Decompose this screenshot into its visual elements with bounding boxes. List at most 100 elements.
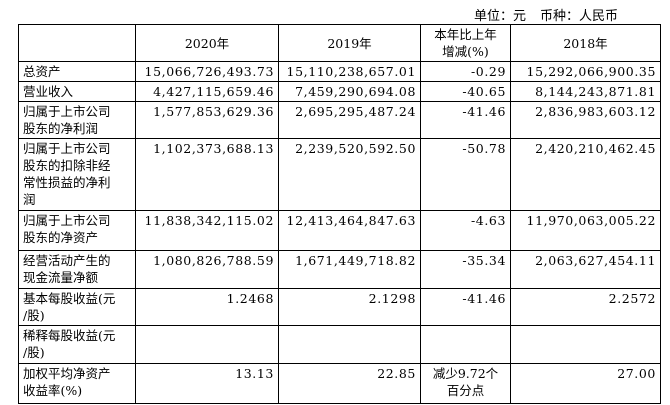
row-label: 经营活动产生的 现金流量净额 (18, 250, 136, 289)
data-cell: -50.78 (420, 138, 511, 211)
cell-value: -4.63 (470, 213, 506, 228)
data-cell (135, 325, 279, 364)
row-label-line: /股) (23, 345, 45, 360)
data-cell: 2,836,983,603.12 (510, 101, 661, 139)
row-label-line: 归属于上市公司 (23, 213, 111, 228)
data-row: 归属于上市公司 股东的净资产 11,838,342,115.02 12,413,464… (18, 210, 661, 251)
column-header: 2020年 (184, 35, 230, 51)
row-label: 营业收入 (18, 81, 136, 102)
data-row: 归属于上市公司 股东的扣除非经 常性损益的净利润 1,102,373,688.13 2,… (18, 138, 661, 211)
row-label-line: 基本每股收益(元 (23, 291, 116, 306)
data-cell: 13.13 (135, 363, 279, 404)
unit: 单位：元 (473, 9, 526, 24)
data-cell: 减少9.72个 百分点 (420, 363, 511, 404)
data-cell (420, 325, 511, 364)
row-label-line: 润 (23, 192, 36, 207)
data-cell: 1,080,826,788.59 (135, 250, 279, 289)
column-header: 增减(%) (442, 44, 489, 59)
data-cell: 2,239,520,592.50 (278, 138, 421, 211)
header-cell: 本年比上年 增减(%) (420, 24, 511, 62)
row-label-line: /股) (23, 308, 45, 323)
row-label: 归属于上市公司 股东的净利润 (18, 101, 136, 139)
cell-value: 1.2468 (226, 291, 274, 306)
data-row: 经营活动产生的 现金流量净额 1,080,826,788.59 1,671,449,7… (18, 250, 661, 289)
data-cell: 4,427,115,659.46 (135, 81, 279, 102)
data-cell: -0.29 (420, 61, 511, 82)
cell-value: 12,413,464,847.63 (286, 213, 416, 228)
cell-value: 8,144,243,871.81 (535, 84, 656, 99)
row-label-line: 经营活动产生的 (23, 253, 111, 268)
data-cell: 1,102,373,688.13 (135, 138, 279, 211)
row-label: 归属于上市公司 股东的净资产 (18, 210, 136, 251)
column-header: 2019年 (327, 35, 372, 51)
header-cell: 2019年 (278, 24, 421, 62)
row-label-line: 归属于上市公司 (23, 141, 111, 156)
data-cell (510, 325, 661, 364)
data-cell: 1,671,449,718.82 (278, 250, 421, 289)
row-label-line: 稀释每股收益(元 (23, 328, 116, 343)
row-label-line: 总资产 (23, 64, 61, 79)
data-cell: 2.1298 (278, 288, 421, 326)
row-label: 加权平均净资产 收益率(%) (18, 363, 136, 404)
cell-value: 11,970,063,005.22 (526, 213, 656, 228)
cell-value: 13.13 (235, 366, 274, 381)
cell-value: 2,836,983,603.12 (535, 104, 656, 119)
header-cell: 2018年 (510, 24, 661, 62)
data-cell: 27.00 (510, 363, 661, 404)
cell-value: -41.46 (462, 104, 506, 119)
cell-value: 15,292,066,900.35 (526, 64, 656, 79)
data-cell: 2,695,295,487.24 (278, 101, 421, 139)
row-label-line: 收益率(%) (23, 383, 83, 398)
row-label-line: 现金流量净额 (23, 270, 99, 285)
cell-value: 7,459,290,694.08 (295, 84, 416, 99)
currency: 币种：人民币 (539, 9, 618, 24)
cell-value: 2.1298 (368, 291, 416, 306)
data-cell: 15,110,238,657.01 (278, 61, 421, 82)
data-cell: 11,838,342,115.02 (135, 210, 279, 251)
data-cell: 11,970,063,005.22 (510, 210, 661, 251)
data-row: 归属于上市公司 股东的净利润 1,577,853,629.36 2,695,295,4… (18, 101, 661, 139)
header-cell: 2020年 (135, 24, 279, 62)
cell-value: 2,239,520,592.50 (295, 141, 416, 156)
data-cell: 2.2572 (510, 288, 661, 326)
cell-value: 2,420,210,462.45 (535, 141, 656, 156)
data-cell: 1,577,853,629.36 (135, 101, 279, 139)
data-cell: 15,066,726,493.73 (135, 61, 279, 82)
cell-value: -50.78 (462, 141, 506, 156)
row-label: 基本每股收益(元/股) (18, 288, 136, 326)
cell-value: -0.29 (470, 64, 506, 79)
data-row: 基本每股收益(元/股) 1.2468 2.1298 -41.46 2.2572 (18, 288, 661, 326)
data-row: 加权平均净资产 收益率(%) 13.13 22.85 减少9.72个 百分点 27.00 (18, 363, 661, 404)
data-cell (278, 325, 421, 364)
cell-value: 15,110,238,657.01 (286, 64, 416, 79)
data-cell: 1.2468 (135, 288, 279, 326)
data-row: 稀释每股收益(元/股) (18, 325, 661, 364)
data-cell: 8,144,243,871.81 (510, 81, 661, 102)
row-label-line: 归属于上市公司 (23, 104, 111, 119)
cell-value: 27.00 (617, 366, 656, 381)
row-label-line: 加权平均净资产 (23, 366, 111, 381)
row-label-line: 股东的净资产 (23, 230, 99, 245)
data-cell: 15,292,066,900.35 (510, 61, 661, 82)
cell-value: 11,838,342,115.02 (144, 213, 274, 228)
cell-value: 22.85 (377, 366, 416, 381)
row-label: 归属于上市公司 股东的扣除非经 常性损益的净利润 (18, 138, 136, 211)
cell-value: -41.46 (462, 291, 506, 306)
cell-value: 1,080,826,788.59 (153, 253, 274, 268)
data-cell: -41.46 (420, 101, 511, 139)
unit-line: 单位：元 币种：人民币 (460, 5, 618, 24)
financial-table: 2020年 2019年 本年比上年 增减(%) 2018年总资产 15,066,726,4… (18, 24, 661, 404)
column-header: 2018年 (563, 35, 608, 51)
header-cell (18, 24, 136, 62)
cell-value: 百分点 (446, 383, 485, 398)
cell-value: -35.34 (462, 253, 506, 268)
row-label-line: 常性损益的净利 (23, 175, 111, 190)
row-label: 稀释每股收益(元/股) (18, 325, 136, 364)
cell-value: 1,102,373,688.13 (153, 141, 274, 156)
cell-value: 1,671,449,718.82 (295, 253, 416, 268)
cell-value: 15,066,726,493.73 (144, 64, 274, 79)
data-cell: 12,413,464,847.63 (278, 210, 421, 251)
data-cell: 2,420,210,462.45 (510, 138, 661, 211)
cell-value: 1,577,853,629.36 (153, 104, 274, 119)
